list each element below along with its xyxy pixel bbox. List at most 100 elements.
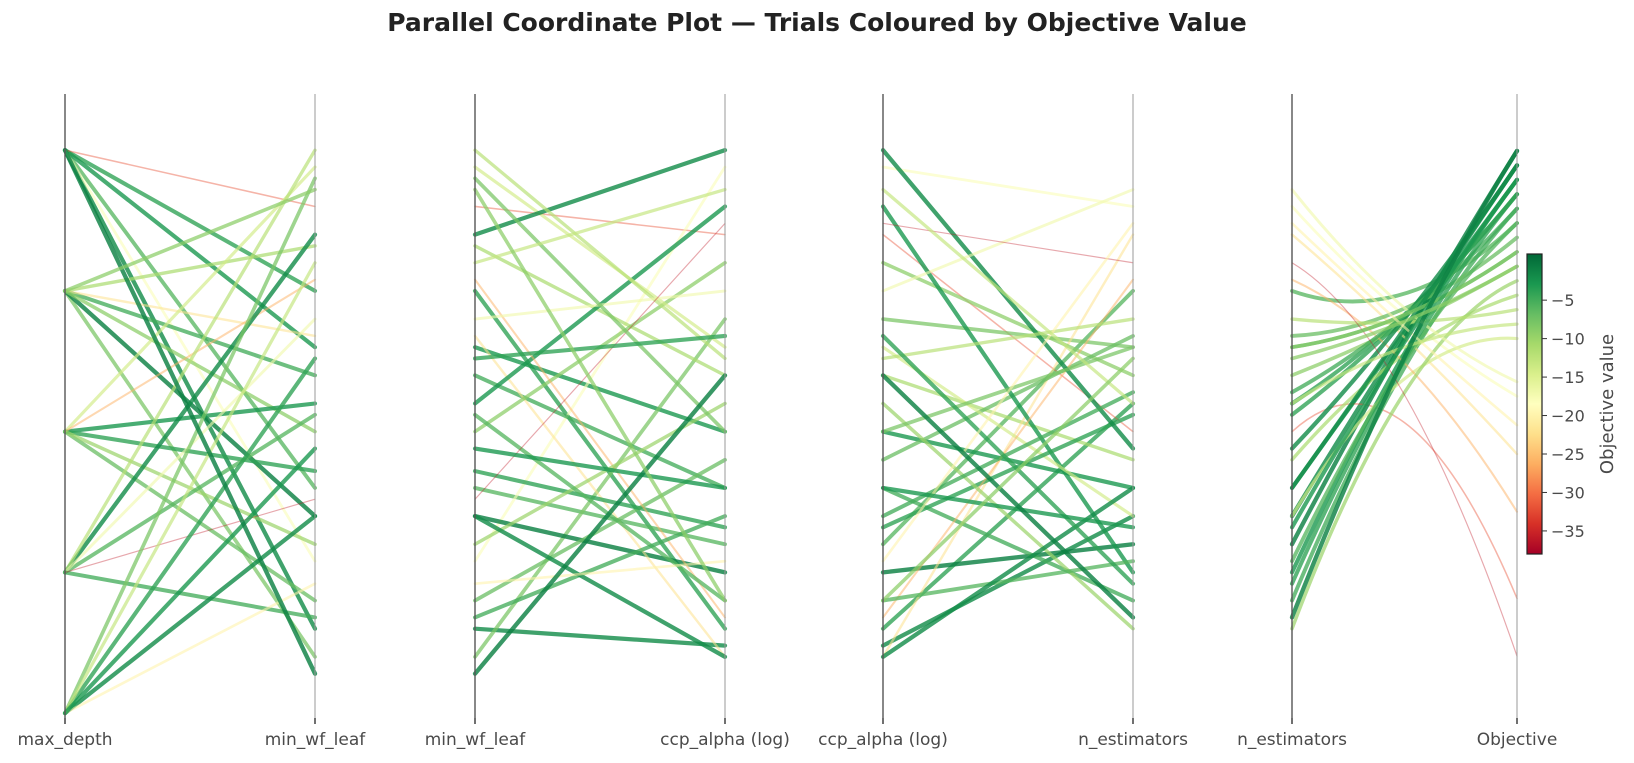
trial-8-segment-3 (880, 542, 1136, 575)
colorbar-gradient (1526, 253, 1543, 555)
trial-28-segment-2 (473, 559, 727, 585)
trial-10-segment-2 (473, 244, 727, 378)
axis-label-panel1-left: max_depth (17, 730, 112, 750)
trial-20-segment-2 (473, 148, 727, 361)
trial-17-segment-1 (63, 278, 317, 433)
trial-32-segment-2 (473, 187, 727, 603)
trial-11-segment-1 (63, 289, 317, 338)
trial-8-segment-2 (472, 513, 728, 575)
colorbar-tick-label: −35 (1551, 522, 1585, 541)
trial-14-segment-1 (62, 401, 318, 434)
trial-16-segment-1 (62, 429, 318, 474)
colorbar-tick-label: −20 (1551, 407, 1585, 426)
trial-26-segment-4 (1290, 250, 1519, 350)
trial-23-segment-1 (63, 570, 317, 620)
trial-4-segment-2 (472, 345, 728, 434)
trial-31-segment-4 (1289, 148, 1520, 620)
trial-4-segment-1 (62, 148, 318, 350)
trial-18-segment-4 (1290, 279, 1519, 631)
trial-28-segment-1 (63, 582, 317, 715)
trial-29-segment-4 (1290, 322, 1519, 406)
axis-label-panel2-left: min_wf_leaf (425, 730, 527, 750)
trial-16-segment-3 (880, 412, 1136, 530)
chart-title: Parallel Coordinate Plot — Trials Colour… (387, 8, 1247, 37)
colorbar-tick-label: −10 (1551, 330, 1585, 349)
trial-31-segment-1 (62, 147, 318, 676)
trial-27-segment-3 (880, 333, 1136, 586)
trial-29-segment-2 (473, 187, 727, 265)
colorbar-label: Objective value (1597, 334, 1618, 474)
trial-11-segment-3 (881, 233, 1135, 659)
trial-15-segment-2 (473, 165, 727, 349)
trial-22-segment-3 (881, 188, 1135, 293)
trial-28-segment-3 (881, 222, 1135, 563)
trial-27-segment-1 (62, 356, 318, 716)
axes: max_depth min_wf_leaf min_wf_leaf ccp_alpha… (17, 94, 1557, 750)
trial-25-segment-2 (472, 513, 728, 659)
trial-22-segment-4 (1290, 188, 1519, 384)
trial-9-segment-2 (473, 373, 727, 490)
trial-19-segment-1 (62, 232, 318, 575)
trial-24-segment-4 (1291, 262, 1518, 657)
trial-15-segment-1 (63, 165, 317, 434)
trial-30-segment-1 (62, 446, 318, 716)
trial-7-segment-3 (881, 317, 1135, 350)
trial-3-segment-1 (63, 148, 317, 490)
trial-29-segment-1 (63, 261, 317, 715)
trial-10-segment-1 (63, 244, 317, 293)
trial-9-segment-4 (1290, 206, 1519, 603)
trial-11-segment-2 (473, 334, 727, 659)
colorbar-tick-label: −15 (1551, 368, 1585, 387)
trial-30-segment-3 (880, 485, 1136, 530)
colorbar-tick-label: −30 (1551, 483, 1585, 502)
trial-17-segment-2 (473, 278, 727, 619)
trial-24-segment-3 (882, 222, 1134, 264)
trial-5-segment-2 (474, 205, 726, 236)
trial-30-segment-2 (472, 446, 728, 491)
trial-6-segment-2 (473, 165, 727, 563)
axis-label-panel3-left: ccp_alpha (log) (818, 730, 948, 750)
trial-25-segment-3 (880, 485, 1136, 659)
trial-15-segment-4 (1290, 336, 1519, 518)
trial-29-segment-3 (881, 187, 1135, 406)
trial-7-segment-1 (63, 289, 317, 659)
colorbar: −5 −10 −15 −20 −25 −30 −35 Objective value (1526, 253, 1618, 555)
trial-2-segment-2 (472, 288, 728, 631)
trial-10-segment-3 (881, 373, 1135, 462)
trial-1-segment-2 (472, 626, 728, 648)
trial-25-segment-1 (62, 513, 318, 716)
trial-30-segment-4 (1289, 177, 1520, 530)
trial-3-segment-4 (1290, 221, 1519, 304)
axis-label-panel2-right: ccp_alpha (log) (660, 730, 790, 750)
trial-11-segment-4 (1290, 233, 1519, 456)
trial-lines (62, 147, 1520, 716)
trial-21-segment-2 (473, 412, 727, 603)
colorbar-tick-label: −25 (1551, 445, 1585, 464)
trial-21-segment-3 (881, 559, 1135, 603)
trial-32-segment-1 (63, 187, 317, 293)
axis-label-panel4-left: n_estimators (1237, 730, 1347, 750)
trial-31-segment-2 (472, 373, 728, 676)
trial-7-segment-2 (473, 317, 727, 659)
colorbar-tick-label: −5 (1551, 291, 1575, 310)
trial-13-segment-3 (881, 334, 1135, 462)
trial-5-segment-4 (1291, 403, 1518, 600)
trial-13-segment-1 (63, 429, 317, 603)
axis-label-panel1-right: min_wf_leaf (265, 730, 367, 750)
trial-6-segment-3 (881, 165, 1135, 208)
trial-26-segment-2 (473, 176, 727, 434)
trial-20-segment-3 (881, 317, 1135, 361)
trial-5-segment-1 (64, 149, 316, 208)
trial-20-segment-1 (63, 148, 317, 575)
trial-27-segment-2 (472, 333, 728, 361)
trial-21-segment-1 (63, 412, 317, 575)
trial-26-segment-1 (63, 176, 317, 715)
trial-28-segment-4 (1290, 222, 1519, 427)
trial-31-segment-3 (880, 373, 1136, 620)
trial-16-segment-2 (472, 469, 728, 530)
axis-label-panel3-right: n_estimators (1078, 730, 1188, 750)
trial-18-segment-3 (881, 401, 1135, 631)
trial-32-segment-3 (881, 356, 1135, 603)
axis-label-panel4-right: Objective (1477, 730, 1558, 750)
